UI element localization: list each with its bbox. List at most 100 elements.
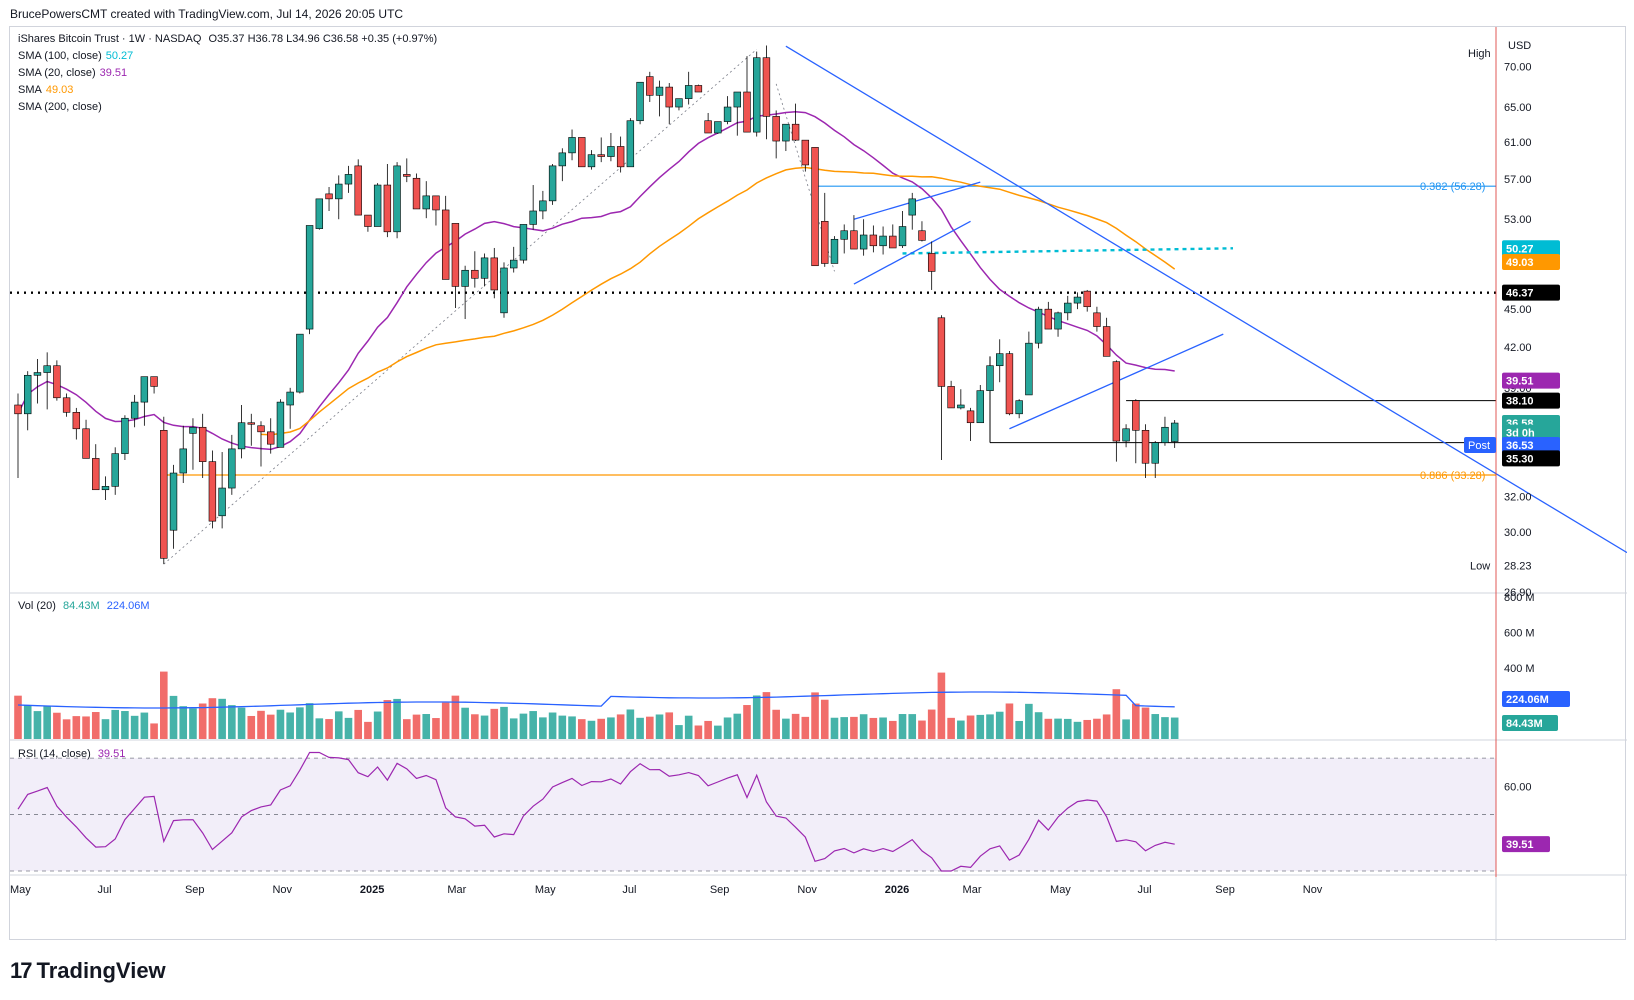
candle-body	[169, 472, 178, 531]
price-badge-text: 38.10	[1506, 396, 1534, 408]
candle-body	[218, 487, 226, 517]
candle-body	[1170, 422, 1179, 442]
price-badge-text: 35.30	[1506, 453, 1534, 465]
candle-body	[14, 404, 22, 415]
volume-bar	[490, 708, 499, 739]
price-badge	[1502, 240, 1560, 257]
time-axis-label: 2025	[360, 884, 384, 896]
chart-svg[interactable]: USD70.0065.0061.0057.0053.0049.0045.0042…	[10, 27, 1628, 941]
volume-tick-label: 400 M	[1504, 663, 1535, 675]
price-tick-label: 70.00	[1504, 61, 1532, 73]
price-badge-text: 49.03	[1506, 257, 1534, 269]
volume-bar	[344, 717, 353, 739]
volume-bar	[1102, 714, 1111, 739]
volume-bar	[189, 708, 197, 739]
candle-body	[130, 401, 139, 419]
candle-body	[733, 91, 741, 108]
price-tick-label: 32.00	[1504, 492, 1532, 504]
candle-body	[704, 120, 712, 134]
volume-avg-value: 224.06M	[106, 600, 150, 612]
tradingview-brand[interactable]: 17 TradingView	[10, 958, 166, 984]
price-legend: iShares Bitcoin Trust · 1W · NASDAQ O35.…	[18, 31, 437, 116]
time-axis-label: May	[535, 884, 556, 896]
sma-label[interactable]: SMA	[18, 84, 42, 96]
sma20-label[interactable]: SMA (20, close)	[18, 67, 96, 79]
volume-bar	[334, 711, 343, 739]
candle-body	[296, 333, 304, 393]
volume-bar	[72, 716, 81, 739]
volume-bar	[850, 716, 858, 739]
volume-bar	[480, 715, 489, 739]
price-badge-text: 39.51	[1506, 376, 1534, 388]
volume-legend: Vol (20) 84.43M 224.06M	[18, 598, 150, 615]
rsi-label[interactable]: RSI (14, close)	[18, 748, 91, 760]
volume-bar	[820, 699, 829, 739]
volume-bar	[257, 710, 265, 739]
volume-bar	[568, 716, 576, 739]
volume-value: 84.43M	[62, 600, 100, 612]
price-badge-text: 46.37	[1506, 288, 1534, 300]
candle-body	[1141, 429, 1150, 464]
candle-body	[461, 269, 469, 287]
symbol-label[interactable]: iShares Bitcoin Trust · 1W · NASDAQ	[18, 33, 202, 45]
volume-bar	[1063, 718, 1072, 739]
sma100-label[interactable]: SMA (100, close)	[18, 50, 102, 62]
candle-body	[626, 120, 635, 168]
candle-body	[597, 154, 605, 157]
sma200-label[interactable]: SMA (200, close)	[18, 101, 102, 113]
candle-body	[364, 214, 372, 227]
volume-bar	[383, 700, 392, 739]
candle-body	[412, 177, 421, 210]
price-badge	[1502, 436, 1560, 453]
sma20-line	[17, 110, 1175, 451]
volume-bar	[918, 720, 926, 739]
fib-label: 0.886 (33.28)	[1420, 470, 1485, 482]
candle-body	[179, 448, 187, 474]
volume-bar	[1034, 712, 1043, 739]
candle-body	[578, 137, 586, 168]
candle-body	[1161, 426, 1169, 443]
high-label: High	[1468, 48, 1491, 60]
rsi-legend: RSI (14, close) 39.51	[18, 746, 125, 763]
candle-body	[1073, 296, 1082, 304]
candle-body	[471, 269, 479, 279]
candle-body	[62, 397, 71, 413]
volume-avg-badge-text: 224.06M	[1506, 694, 1549, 706]
chart-container[interactable]: USD70.0065.0061.0057.0053.0049.0045.0042…	[9, 26, 1628, 941]
volume-bar	[762, 692, 771, 739]
sma20-value: 39.51	[99, 67, 128, 79]
trend-dotted-line	[163, 48, 757, 565]
candle-body	[1093, 312, 1101, 327]
volume-bar	[1054, 718, 1062, 739]
time-axis-label: Nov	[797, 884, 817, 896]
candle-body	[743, 91, 751, 133]
candle-body	[811, 147, 819, 267]
volume-bar	[665, 712, 674, 739]
candle-body	[801, 139, 810, 166]
sma100-line	[902, 247, 1234, 255]
candle-body	[383, 184, 392, 233]
time-axis-label: Nov	[272, 884, 292, 896]
volume-bar	[373, 711, 382, 739]
volume-bar	[529, 711, 537, 739]
price-badge-text: 50.27	[1506, 243, 1534, 255]
candle-body	[441, 209, 450, 280]
volume-average-line	[17, 691, 1175, 709]
candle-body	[558, 152, 567, 167]
fib-label: 0.382 (56.28)	[1420, 181, 1485, 193]
price-badge	[1502, 392, 1560, 409]
volume-last-badge-text: 84.43M	[1506, 718, 1543, 730]
time-axis-label: Mar	[447, 884, 466, 896]
candle-body	[480, 257, 489, 279]
candle-body	[1083, 290, 1091, 308]
volume-label[interactable]: Vol (20)	[18, 600, 56, 612]
currency-label: USD	[1508, 40, 1531, 52]
post-tag-text: Post	[1468, 440, 1490, 452]
volume-bar	[325, 719, 333, 739]
volume-bar	[587, 720, 596, 739]
candle-body	[753, 57, 761, 133]
volume-bar	[1083, 719, 1091, 739]
candle-body	[490, 257, 498, 291]
volume-bar	[23, 705, 32, 739]
candle-body	[539, 200, 547, 212]
